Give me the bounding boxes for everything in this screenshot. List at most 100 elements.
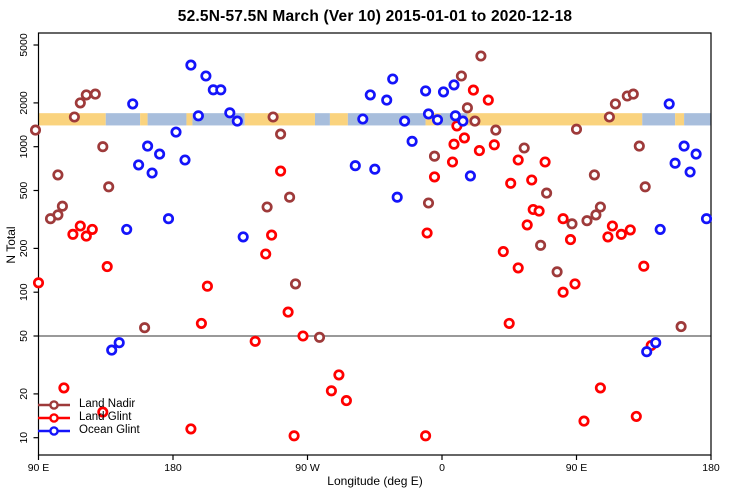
data-point-land-glint — [488, 139, 500, 151]
data-point-land-glint — [630, 410, 642, 422]
data-point-ocean-glint — [179, 154, 191, 166]
data-point-land-nadir — [518, 142, 530, 154]
data-point-land-glint — [557, 286, 569, 298]
data-point-ocean-glint — [364, 89, 376, 101]
data-point-ocean-glint — [133, 159, 145, 171]
data-point-ocean-glint — [113, 337, 125, 349]
data-point-land-glint — [539, 156, 551, 168]
y-tick-label: 100 — [18, 283, 30, 301]
data-point-ocean-glint — [650, 337, 662, 349]
land-band-segment — [329, 113, 348, 126]
data-point-land-nadir — [603, 111, 615, 123]
data-point-land-nadir — [461, 102, 473, 114]
data-point-ocean-glint — [224, 107, 236, 119]
data-point-land-glint — [526, 174, 538, 186]
data-point-land-nadir — [541, 187, 553, 199]
data-point-land-nadir — [284, 191, 296, 203]
data-point-land-nadir — [469, 115, 481, 127]
ocean-band-segment — [314, 113, 330, 126]
legend-label: Land Nadir — [79, 398, 136, 410]
legend-label: Ocean Glint — [79, 424, 140, 436]
data-point-land-glint — [325, 385, 337, 397]
ocean-glint-marker-icon — [38, 425, 70, 436]
data-point-land-nadir — [89, 88, 101, 100]
data-point-land-nadir — [68, 111, 80, 123]
data-point-land-glint — [266, 229, 278, 241]
data-point-land-glint — [288, 430, 300, 442]
data-point-land-glint — [458, 132, 470, 144]
data-point-land-nadir — [428, 150, 441, 162]
data-point-ocean-glint — [684, 166, 696, 178]
data-point-land-glint — [602, 231, 614, 243]
data-point-land-nadir — [267, 111, 279, 123]
data-point-ocean-glint — [663, 98, 675, 110]
data-point-land-nadir — [490, 124, 502, 136]
data-point-ocean-glint — [237, 231, 249, 243]
land-band-segment — [675, 113, 685, 126]
ocean-band-segment — [642, 113, 676, 126]
chart-title: 52.5N-57.5N March (Ver 10) 2015-01-01 to… — [177, 8, 573, 25]
data-point-land-glint — [446, 156, 459, 168]
data-point-land-glint — [58, 382, 70, 394]
data-point-ocean-glint — [357, 113, 369, 125]
data-point-land-nadir — [139, 322, 151, 334]
y-tick-label: 10 — [18, 432, 30, 444]
data-point-land-nadir — [588, 169, 600, 181]
data-point-land-nadir — [29, 124, 42, 136]
data-point-land-glint — [467, 84, 479, 96]
data-point-land-glint — [503, 317, 515, 329]
data-point-land-glint — [67, 228, 79, 240]
data-point-land-nadir — [74, 97, 86, 109]
y-tick-label: 1000 — [18, 135, 30, 159]
data-point-land-glint — [249, 335, 261, 347]
land-band-segment — [186, 113, 193, 126]
data-point-land-nadir — [422, 197, 435, 209]
x-tick-label: 90 E — [566, 462, 588, 474]
data-point-land-glint — [275, 165, 287, 177]
data-point-land-glint — [497, 246, 509, 258]
data-point-ocean-glint — [121, 223, 133, 235]
data-point-ocean-glint — [154, 148, 166, 160]
legend-item-ocean-glint: Ocean Glint — [37, 424, 140, 437]
data-point-land-glint — [564, 234, 577, 246]
data-point-ocean-glint — [200, 70, 212, 82]
data-point-land-glint — [578, 415, 590, 427]
data-point-ocean-glint — [420, 85, 432, 97]
y-tick-label: 50 — [18, 330, 30, 342]
data-point-ocean-glint — [185, 59, 197, 71]
data-point-ocean-glint — [431, 114, 444, 126]
data-point-ocean-glint — [231, 115, 243, 127]
data-point-land-glint — [86, 223, 98, 235]
y-tick-label: 5000 — [18, 33, 30, 57]
data-point-ocean-glint — [464, 170, 476, 182]
data-point-land-nadir — [97, 141, 109, 153]
legend-marker — [49, 412, 59, 423]
data-point-land-nadir — [594, 201, 606, 213]
data-point-land-glint — [420, 430, 432, 442]
data-point-ocean-glint — [448, 79, 460, 91]
x-tick-label: 180 — [702, 462, 720, 474]
data-point-ocean-glint — [381, 94, 393, 106]
legend-item-land-glint: Land Glint — [37, 411, 140, 424]
data-point-land-nadir — [313, 331, 326, 343]
legend-label: Land Glint — [79, 411, 132, 423]
data-point-land-glint — [512, 262, 524, 274]
ocean-band-segment — [684, 113, 711, 126]
data-point-land-glint — [333, 369, 345, 381]
data-point-land-nadir — [275, 128, 287, 140]
data-point-land-nadir — [566, 218, 578, 230]
data-point-land-nadir — [633, 140, 645, 152]
data-point-land-glint — [80, 230, 92, 242]
x-tick-label: 180 — [164, 462, 182, 474]
x-tick-label: 0 — [439, 462, 445, 474]
data-point-ocean-glint — [170, 126, 182, 138]
data-point-land-glint — [557, 213, 569, 225]
data-point-ocean-glint — [349, 160, 361, 172]
data-point-ocean-glint — [700, 213, 713, 225]
ocean-band-segment — [105, 113, 141, 126]
data-point-land-glint — [32, 277, 45, 289]
data-point-ocean-glint — [192, 110, 204, 122]
land-band-segment — [467, 113, 643, 126]
data-point-land-nadir — [475, 50, 487, 62]
